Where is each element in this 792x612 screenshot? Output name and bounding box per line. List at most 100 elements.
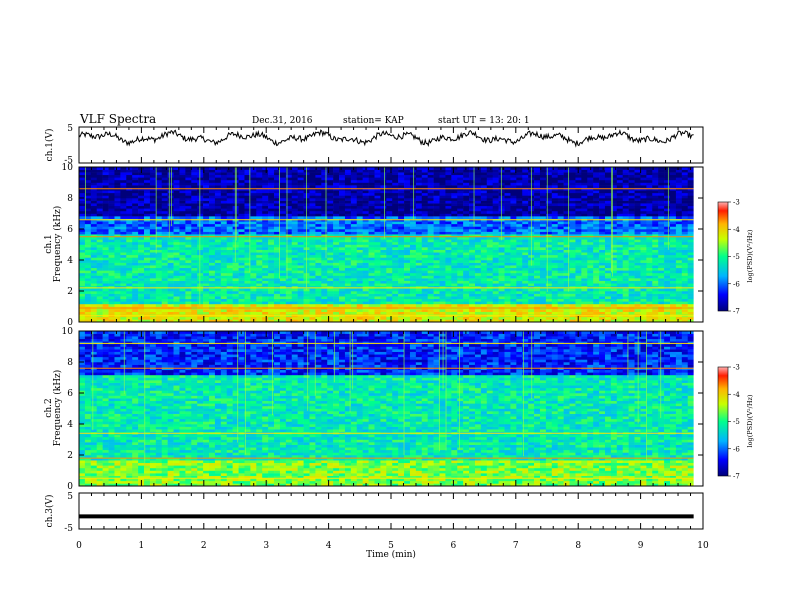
spectrogram-cell — [279, 195, 287, 199]
spectrogram-cell — [392, 226, 399, 230]
spectrogram-cell — [102, 239, 109, 243]
spectrogram-cell — [380, 169, 387, 173]
spectrogram-cell — [120, 185, 127, 188]
spectrogram-cell — [504, 293, 511, 297]
spectrogram-cell — [309, 231, 316, 235]
spectrogram-cell — [309, 223, 316, 227]
spectrogram-cell — [102, 210, 109, 214]
spectrogram-cell — [108, 265, 115, 269]
spectrogram-cell — [486, 234, 493, 238]
spectrogram-cell — [522, 272, 529, 276]
spectrogram-cell — [344, 311, 352, 315]
spectrogram-cell — [138, 296, 145, 300]
spectrogram-cell — [232, 283, 239, 287]
spectrogram-cell — [315, 213, 322, 217]
spectrogram-cell — [392, 198, 399, 201]
spectrogram-cell — [398, 234, 405, 238]
spectrogram-cell — [344, 172, 352, 176]
spectrogram-cell — [356, 216, 363, 219]
spectrogram-cell — [374, 234, 381, 238]
spectrogram-cell — [90, 177, 98, 181]
spectrogram-cell — [102, 270, 109, 274]
spectrogram-cell — [321, 303, 328, 307]
spectrogram-cell — [167, 205, 174, 209]
spectrogram-cell — [268, 280, 275, 284]
spectrogram-cell — [522, 265, 529, 269]
spectrogram-cell — [469, 319, 476, 323]
spectrogram-cell — [327, 265, 334, 269]
spectrogram-cell — [309, 182, 316, 186]
spectrogram-cell — [244, 192, 251, 196]
spectrogram-cell — [522, 216, 529, 219]
spectrogram-cell — [439, 221, 446, 225]
spectrogram-cell — [84, 195, 92, 199]
spectrogram-cell — [415, 270, 423, 274]
spectrogram-cell — [149, 198, 157, 201]
spectrogram-cell — [415, 272, 423, 276]
spectrogram-cell — [250, 200, 257, 204]
spectrogram-cell — [439, 203, 446, 207]
spectrogram-cell — [439, 285, 446, 289]
spectrogram-cell — [120, 241, 127, 245]
spectrogram-cell — [457, 280, 464, 284]
spectrogram-cell — [321, 192, 328, 196]
spectrogram-cell — [344, 205, 352, 209]
spectrogram-cell — [327, 236, 334, 240]
spectrogram-cell — [469, 291, 476, 294]
spectrogram-cell — [439, 296, 446, 300]
spectrogram-cell — [551, 285, 559, 289]
spectrogram-cell — [161, 298, 168, 302]
spectrogram-cell — [179, 293, 186, 297]
spectrogram-cell — [226, 216, 233, 219]
spectrogram-cell — [203, 216, 210, 219]
spectrogram-cell — [173, 244, 180, 248]
spectrogram-cell — [404, 275, 411, 279]
spectrogram-cell — [386, 236, 393, 240]
spectrogram-cell — [138, 223, 145, 227]
spectrogram-cell — [545, 301, 553, 305]
spectrogram-cell — [191, 172, 198, 176]
spectrogram-cell — [96, 223, 103, 227]
spectrogram-cell — [557, 200, 564, 204]
spectrogram-cell — [197, 167, 204, 170]
spectrogram-cell — [522, 244, 529, 248]
spectrogram-cell — [439, 182, 446, 186]
spectrogram-cell — [268, 278, 275, 281]
spectrogram-cell — [362, 262, 369, 266]
spectrogram-cell — [262, 309, 269, 312]
spectrogram-cell — [545, 182, 553, 186]
spectrogram-cell — [451, 234, 458, 238]
spectrogram-cell — [173, 285, 180, 289]
spectrogram-cell — [238, 174, 245, 178]
spectrogram-cell — [427, 265, 434, 269]
spectrogram-cell — [539, 241, 547, 245]
spectrogram-cell — [185, 270, 192, 274]
spectrogram-cell — [315, 190, 322, 194]
spectrogram-cell — [126, 241, 133, 245]
spectrogram-cell — [138, 172, 145, 176]
spectrogram-cell — [132, 293, 139, 297]
spectrogram-cell — [161, 223, 168, 227]
spectrogram-cell — [350, 192, 358, 196]
spectrogram-cell — [409, 223, 417, 227]
spectrogram-cell — [356, 275, 363, 279]
spectrogram-cell — [126, 239, 133, 243]
spectrogram-cell — [274, 195, 281, 199]
spectrogram-cell — [138, 216, 145, 219]
spectrogram-cell — [427, 283, 434, 287]
spectrogram-cell — [285, 200, 293, 204]
spectrogram-cell — [274, 293, 281, 297]
spectrogram-cell — [563, 262, 570, 266]
spectrogram-cell — [333, 283, 340, 287]
spectrogram-cell — [492, 236, 499, 240]
spectrogram-cell — [309, 265, 316, 269]
spectrogram-cell — [510, 198, 517, 201]
spectrogram-cell — [398, 208, 405, 212]
spectrogram-cell — [522, 179, 529, 183]
spectrogram-cell — [120, 275, 127, 279]
spectrogram-cell — [238, 272, 245, 276]
spectrogram-cell — [262, 169, 269, 173]
spectrogram-cell — [244, 298, 251, 302]
spectrogram-cell — [321, 200, 328, 204]
spectrogram-cell — [256, 185, 263, 188]
